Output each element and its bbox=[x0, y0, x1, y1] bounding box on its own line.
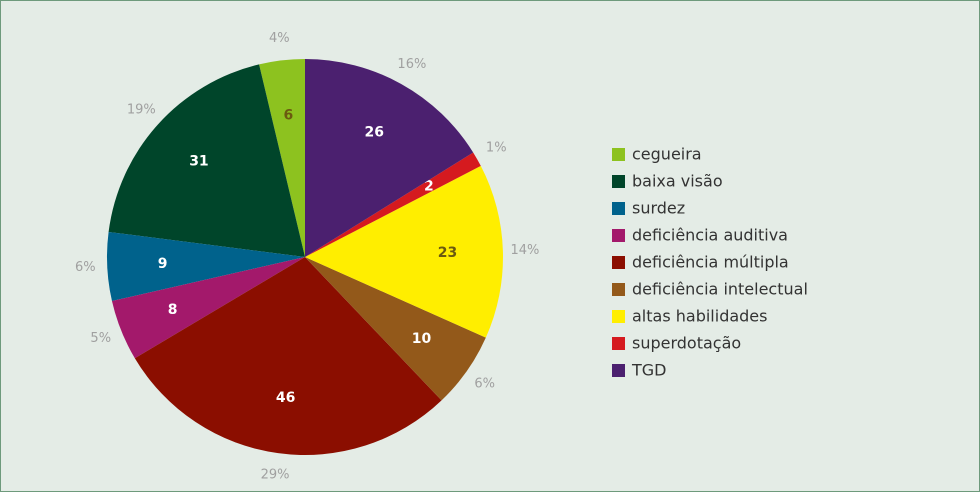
data-label: 2 bbox=[424, 179, 434, 195]
data-label: 26 bbox=[365, 124, 384, 140]
legend-label: deficiência auditiva bbox=[632, 226, 788, 245]
legend-label: baixa visão bbox=[632, 172, 723, 191]
legend-swatch bbox=[612, 337, 625, 350]
legend-label: deficiência múltipla bbox=[632, 253, 789, 272]
pie-slice bbox=[305, 165, 503, 338]
legend-label: altas habilidades bbox=[632, 307, 767, 326]
data-label: 31 bbox=[189, 154, 208, 170]
pie-slice bbox=[305, 59, 474, 257]
pie-slice bbox=[305, 152, 481, 257]
percent-label: 16% bbox=[397, 57, 426, 72]
percent-label: 19% bbox=[127, 103, 156, 118]
data-label: 10 bbox=[412, 331, 432, 347]
percent-label: 29% bbox=[261, 467, 290, 482]
legend-swatch bbox=[612, 283, 625, 296]
pie-slice bbox=[111, 257, 306, 359]
legend-label: deficiência intelectual bbox=[632, 280, 808, 299]
legend-label: superdotação bbox=[632, 334, 741, 353]
data-label: 23 bbox=[438, 245, 457, 261]
percent-label: 6% bbox=[75, 260, 96, 275]
pie-slice bbox=[134, 257, 442, 455]
legend-swatch bbox=[612, 175, 625, 188]
legend-label: TGD bbox=[631, 361, 667, 380]
pie-slice bbox=[305, 257, 486, 401]
pie-slice bbox=[108, 64, 305, 257]
legend-swatch bbox=[612, 310, 625, 323]
legend-label: cegueira bbox=[632, 145, 702, 164]
legend-swatch bbox=[612, 202, 625, 215]
data-label: 9 bbox=[158, 256, 168, 272]
percent-label: 5% bbox=[90, 331, 111, 346]
data-label: 8 bbox=[168, 302, 178, 318]
data-label: 6 bbox=[283, 107, 293, 123]
data-label: 46 bbox=[276, 390, 295, 406]
legend-label: surdez bbox=[632, 199, 685, 218]
legend-swatch bbox=[612, 148, 625, 161]
legend-swatch bbox=[612, 256, 625, 269]
pie-slice bbox=[259, 59, 305, 257]
legend-swatch bbox=[612, 364, 625, 377]
legend-swatch bbox=[612, 229, 625, 242]
percent-label: 6% bbox=[474, 376, 495, 391]
pie-slice bbox=[107, 231, 305, 302]
percent-label: 4% bbox=[269, 31, 290, 46]
percent-label: 1% bbox=[486, 141, 507, 156]
percent-label: 14% bbox=[510, 243, 539, 258]
